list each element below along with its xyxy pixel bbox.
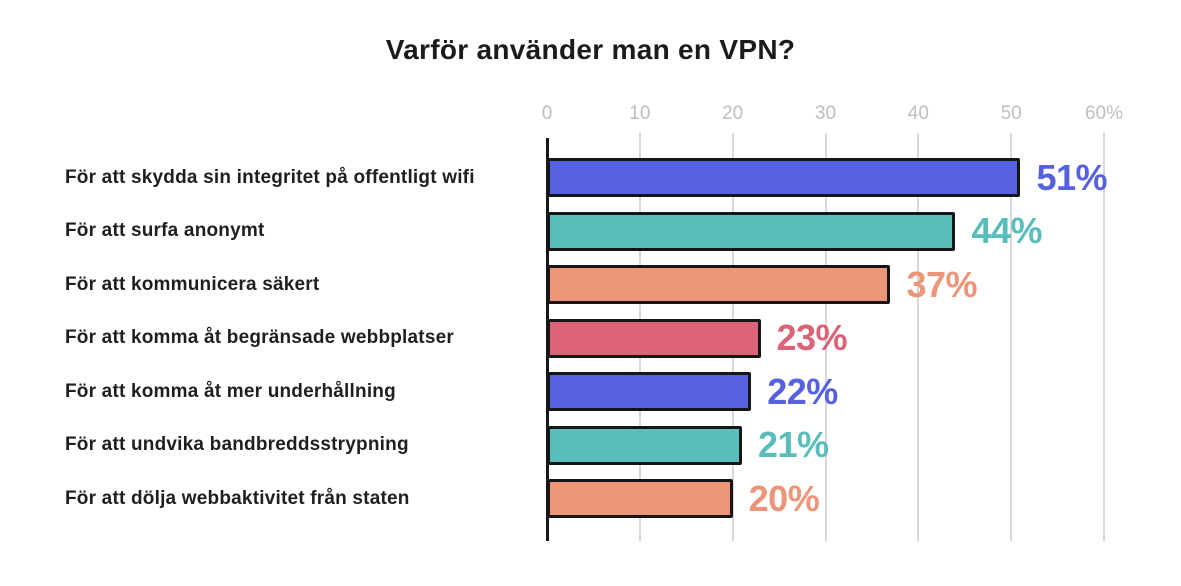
category-label: För att skydda sin integritet på offentl… [65,166,475,188]
value-label: 37% [906,263,978,305]
x-tick-label: 0 [541,103,553,124]
value-label: 22% [767,370,838,412]
x-tick-label: 10 [629,103,651,124]
category-label: För att kommunicera säkert [65,273,320,295]
x-tick-label: 50 [1000,103,1022,124]
bar [547,425,742,465]
category-label: För att surfa anonymt [65,220,265,242]
value-label: 20% [748,477,820,519]
bar-row: 22% [547,365,1181,419]
x-tick-label: 40 [907,103,929,124]
category-labels: För att skydda sin integritet på offentl… [0,151,547,526]
gridline [917,133,920,541]
bar-row: 44% [547,205,1181,259]
bar-row: 51% [547,151,1181,205]
bar [547,479,733,519]
x-axis-ticks: 0 10 20 30 40 50 60% [542,103,1123,133]
category-label: För att dölja webbaktivitet från staten [65,487,410,509]
gridline [1010,133,1013,541]
bar-row: 20% [547,472,1181,526]
x-tick-label: 30 [814,103,837,124]
value-label: 44% [971,210,1043,252]
bar-row: 37% [547,258,1181,312]
value-label: 23% [776,317,848,359]
bar [547,158,1021,198]
bar [547,265,891,305]
x-tick-label: 20 [722,103,744,124]
category-label: För att undvika bandbreddsstrypning [65,434,409,456]
category-label: För att komma åt begränsade webbplatser [65,327,454,349]
value-label: 51% [1036,156,1107,198]
bar [547,211,956,251]
chart-title: Varför använder man en VPN? [385,34,796,65]
value-label: 21% [757,424,829,466]
bar [547,372,752,412]
bar [547,318,761,358]
bar-row: 23% [547,312,1181,366]
x-tick-label: 60% [1084,103,1124,124]
bar-rows: 51% 44% 37% 23% 22% 21% 20% [547,151,1181,526]
bar-row: 21% [547,419,1181,473]
category-label: För att komma åt mer underhållning [65,380,396,402]
gridline [1103,133,1105,541]
gridline [824,133,827,541]
